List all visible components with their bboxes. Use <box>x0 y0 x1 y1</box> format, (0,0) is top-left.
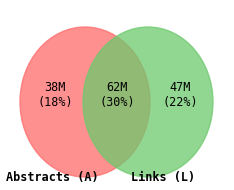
Text: 62M
(30%): 62M (30%) <box>99 81 135 109</box>
Ellipse shape <box>83 27 213 177</box>
Text: Abstracts (A): Abstracts (A) <box>6 171 98 184</box>
Text: 47M
(22%): 47M (22%) <box>162 81 198 109</box>
Ellipse shape <box>20 27 150 177</box>
Text: Links (L): Links (L) <box>131 171 195 184</box>
Text: 38M
(18%): 38M (18%) <box>37 81 73 109</box>
